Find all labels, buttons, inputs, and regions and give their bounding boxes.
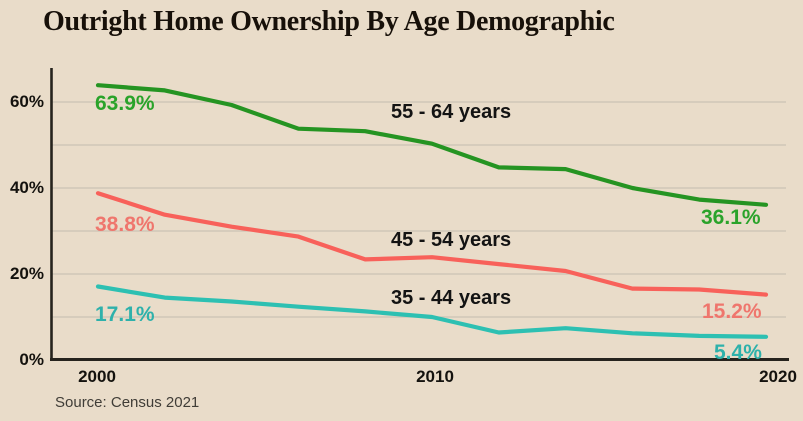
series-line-35-44years xyxy=(95,284,769,339)
x-axis-tick-2020: 2020 xyxy=(759,367,797,386)
x-axis-tick-2010: 2010 xyxy=(416,367,454,386)
series-line-45-54years xyxy=(95,191,769,297)
y-axis-tick-20: 20% xyxy=(9,264,44,283)
value-label-35-44-end: 5.4% xyxy=(714,341,762,364)
value-label-35-44-start: 17.1% xyxy=(95,303,155,326)
page-title: Outright Home Ownership By Age Demograph… xyxy=(43,6,615,37)
value-label-45-54-start: 38.8% xyxy=(95,213,155,236)
series-label-55-64: 55 - 64 years xyxy=(391,101,512,123)
y-axis-tick-0: 0% xyxy=(19,350,44,369)
value-label-55-64-end: 36.1% xyxy=(701,206,761,229)
value-label-45-54-end: 15.2% xyxy=(702,300,762,323)
y-axis-tick-60: 60% xyxy=(9,92,44,111)
value-label-55-64-start: 63.9% xyxy=(95,92,155,115)
x-axis-tick-2000: 2000 xyxy=(78,367,116,386)
y-axis-tick-40: 40% xyxy=(9,178,44,197)
source-note: Source: Census 2021 xyxy=(55,394,200,411)
series-line-55-64years xyxy=(95,83,769,207)
series-label-45-54: 45 - 54 years xyxy=(391,229,512,251)
series-label-35-44: 35 - 44 years xyxy=(391,287,512,309)
